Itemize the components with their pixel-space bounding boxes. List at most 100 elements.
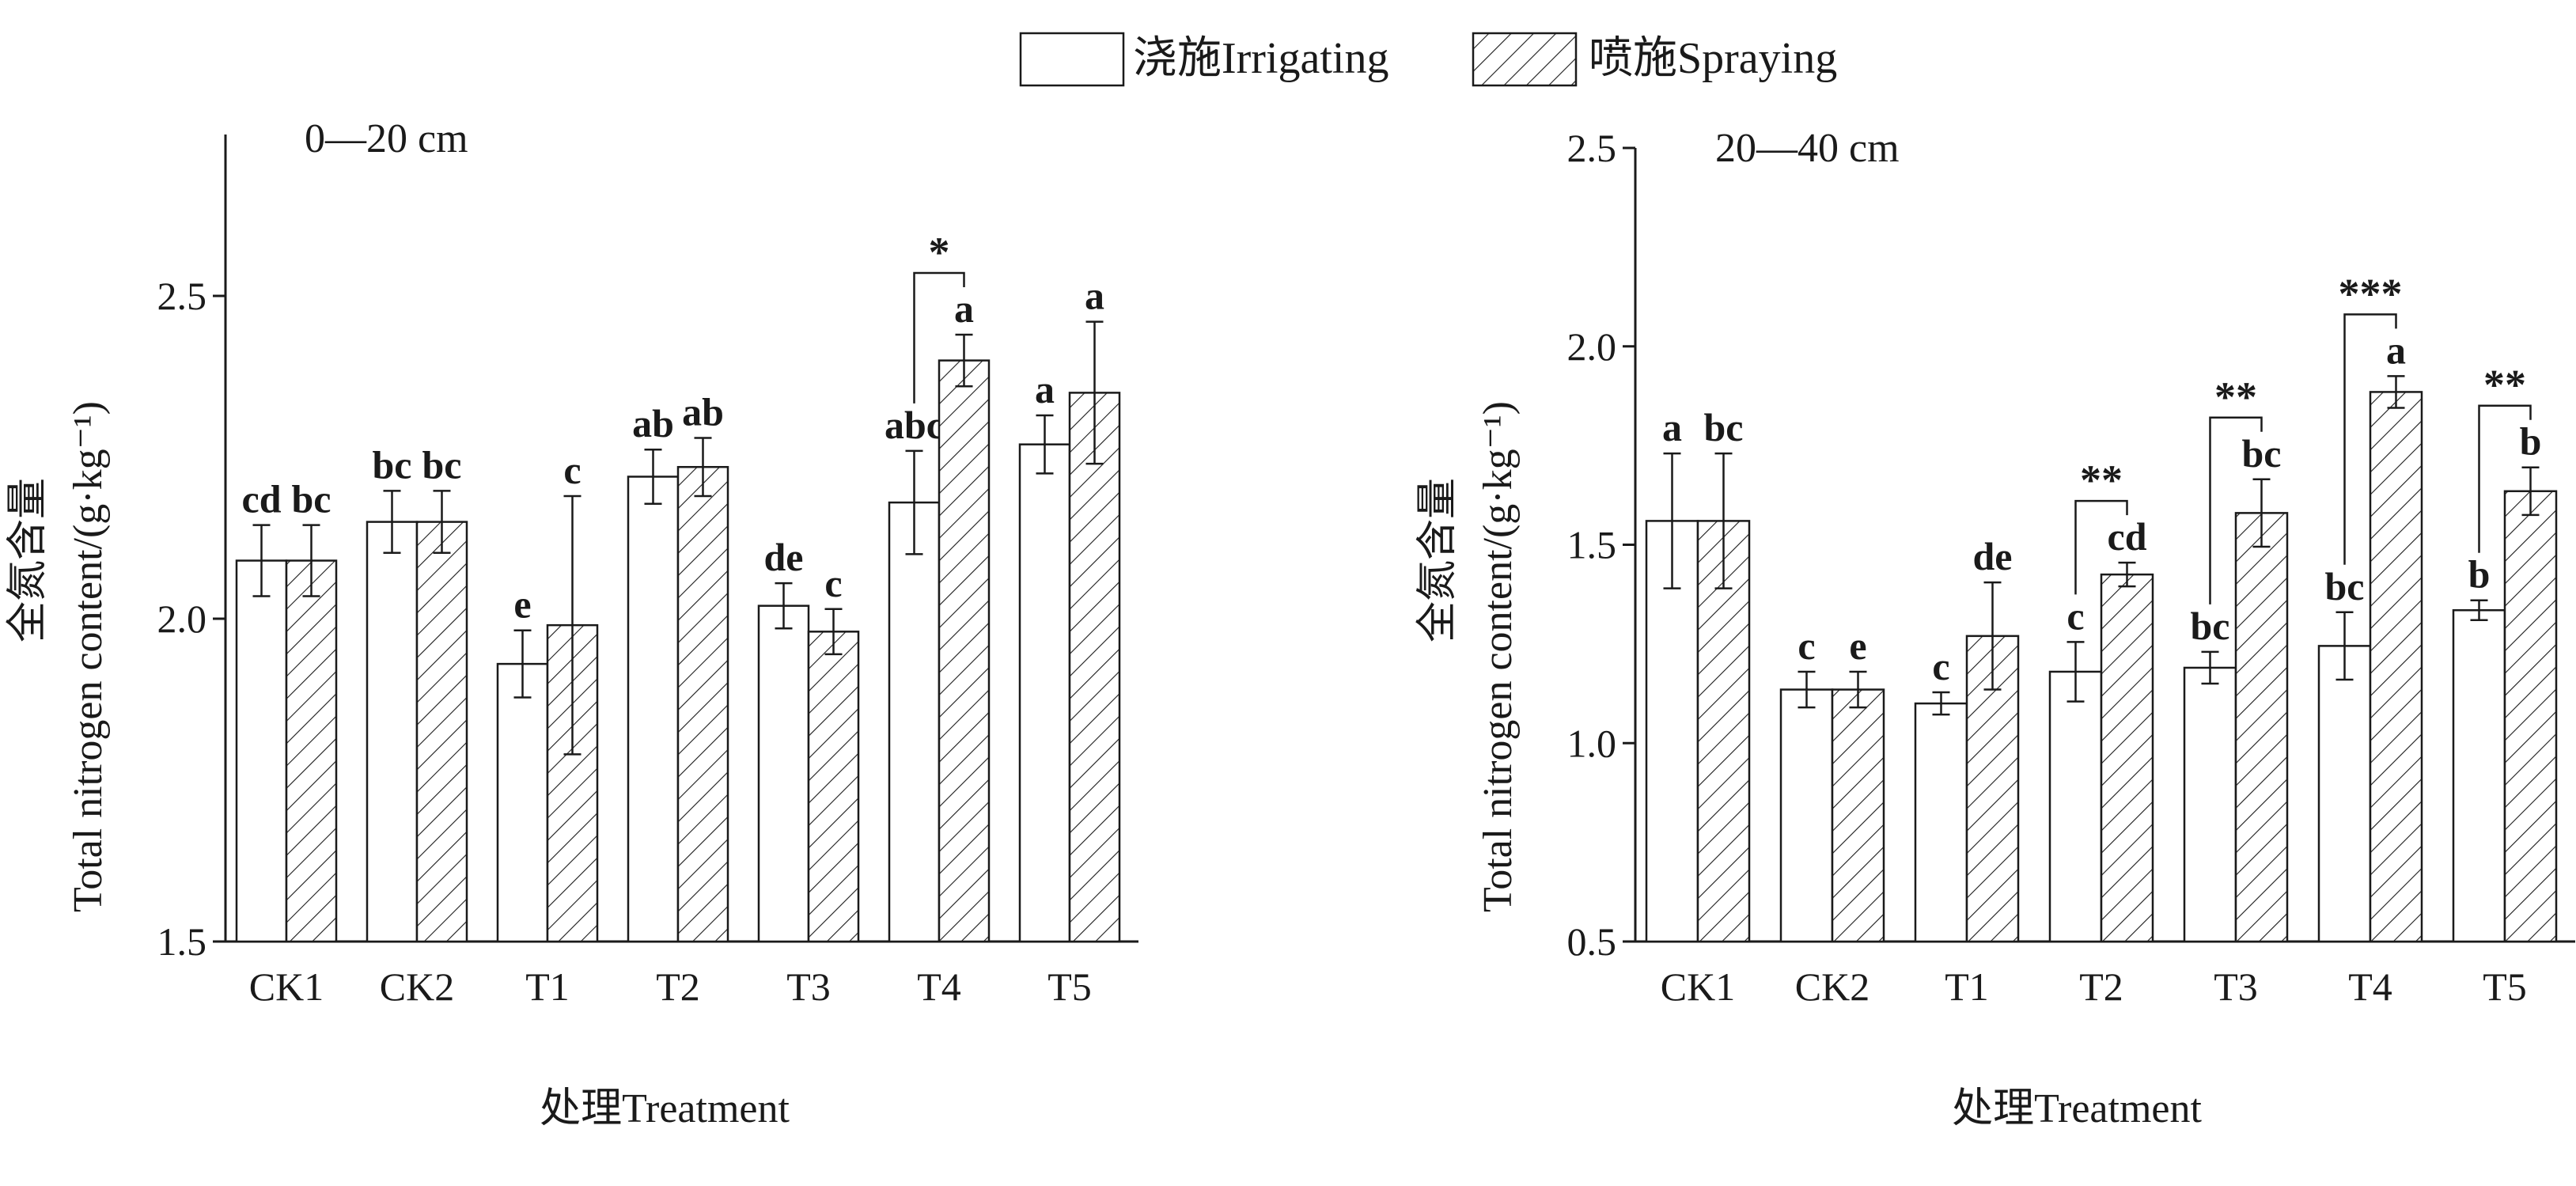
significance-stars: * (929, 229, 950, 276)
significance-stars: ** (2080, 457, 2123, 504)
significance-letter: abc (885, 403, 944, 447)
significance-letter: de (1973, 534, 2013, 578)
x-tick-label: T1 (525, 964, 570, 1009)
panel-label: 20—40 cm (1715, 126, 1900, 171)
significance-letter: ab (682, 390, 724, 434)
significance-letter: a (1085, 274, 1104, 318)
x-tick-label: T4 (2348, 964, 2392, 1009)
bar-irrigating (888, 501, 941, 943)
bar-spraying (938, 359, 991, 943)
significance-letter: cd (242, 477, 282, 521)
bar-spraying (2503, 490, 2558, 943)
panel-label: 0—20 cm (305, 116, 468, 161)
legend-swatch-irrigating (1019, 32, 1125, 87)
significance-stars: ** (2483, 362, 2526, 409)
bar-irrigating (757, 604, 810, 943)
bar-irrigating (627, 476, 680, 943)
significance-letter: c (824, 561, 842, 605)
x-tick-label: T5 (1047, 964, 1092, 1009)
significance-letter: bc (422, 442, 462, 487)
x-tick-label: CK2 (380, 964, 454, 1009)
y-axis-title: Total nitrogen content/(g·kg⁻¹) (1476, 401, 1521, 912)
y-tick-label: 1.5 (1567, 523, 1617, 567)
significance-letter: c (1932, 644, 1949, 688)
x-tick-label: T1 (1945, 964, 1989, 1009)
x-tick-label: T2 (656, 964, 700, 1009)
bar-irrigating (366, 521, 419, 943)
bar-irrigating (235, 559, 288, 943)
significance-letter: c (2066, 593, 2084, 638)
y-tick-label: 2.0 (157, 597, 207, 641)
significance-bracket (2343, 313, 2397, 565)
x-tick-label: T3 (2214, 964, 2258, 1009)
legend-label-irrigating: 浇施Irrigating (1133, 34, 1388, 83)
y-axis-title-cn: 全氮含量 (1415, 478, 1460, 642)
bar-irrigating (1779, 688, 1834, 943)
y-tick-label: 2.5 (1567, 126, 1617, 170)
bar-spraying (2369, 391, 2423, 943)
y-axis-title: Total nitrogen content/(g·kg⁻¹) (66, 401, 111, 912)
significance-letter: de (764, 535, 804, 579)
bar-spraying (415, 521, 468, 943)
bar-irrigating (1018, 443, 1071, 943)
significance-letter: a (954, 286, 974, 331)
x-tick-label: T2 (2079, 964, 2123, 1009)
y-tick-label: 2.5 (157, 274, 207, 318)
bar-irrigating (1914, 702, 1968, 943)
chart-panel-20-40cm: 20—40 cm 处理Treatment Total nitrogen cont… (1415, 126, 2575, 1131)
bar-irrigating (2452, 608, 2506, 943)
significance-bracket (2478, 404, 2532, 553)
significance-letter: bc (2325, 564, 2365, 608)
significance-letter: c (1798, 623, 1815, 668)
significance-letter: e (513, 582, 531, 627)
significance-letter: bc (2191, 604, 2230, 648)
significance-bracket (2074, 499, 2128, 595)
significance-letter: b (2520, 419, 2542, 464)
y-tick-label: 0.5 (1567, 919, 1617, 964)
significance-letter: bc (1704, 405, 1744, 449)
x-tick-label: T3 (786, 964, 831, 1009)
legend-label-spraying: 喷施Spraying (1589, 34, 1837, 83)
significance-letter: ab (632, 401, 674, 445)
significance-letter: a (1035, 367, 1055, 411)
bar-spraying (2234, 512, 2289, 943)
significance-stars: ** (2214, 373, 2257, 421)
significance-bracket (2209, 416, 2263, 604)
bar-spraying (807, 631, 860, 943)
significance-letter: a (2386, 328, 2406, 372)
x-tick-label: T4 (917, 964, 961, 1009)
x-tick-label: CK1 (249, 964, 324, 1009)
bar-irrigating (2317, 645, 2372, 943)
significance-stars: *** (2339, 270, 2403, 317)
significance-letter: a (1662, 405, 1682, 449)
significance-letter: bc (2242, 431, 2282, 476)
legend-swatch-spraying (1472, 32, 1578, 87)
bar-spraying (285, 559, 338, 943)
y-tick-label: 1.0 (1567, 721, 1617, 765)
x-tick-label: T5 (2483, 964, 2527, 1009)
bar-spraying (1696, 520, 1751, 943)
x-tick-label: CK2 (1795, 964, 1869, 1009)
y-tick-label: 2.0 (1567, 324, 1617, 369)
y-tick-label: 1.5 (157, 919, 207, 964)
bar-irrigating (2183, 666, 2237, 943)
significance-letter: bc (292, 477, 331, 521)
bar-irrigating (2048, 670, 2103, 943)
significance-letter: bc (373, 442, 412, 487)
significance-letter: c (563, 448, 581, 492)
bar-spraying (676, 465, 729, 943)
x-tick-label: CK1 (1661, 964, 1735, 1009)
y-axis-title-cn: 全氮含量 (6, 478, 51, 642)
bar-irrigating (496, 662, 549, 943)
bar-spraying (2100, 573, 2154, 943)
bar-spraying (1831, 688, 1885, 943)
x-axis-title: 处理Treatment (540, 1086, 790, 1131)
significance-letter: cd (2108, 514, 2147, 559)
bar-spraying (1068, 392, 1121, 943)
significance-letter: b (2468, 552, 2491, 597)
legend: 浇施Irrigating 喷施Spraying (1019, 32, 1837, 87)
x-axis-title: 处理Treatment (1952, 1086, 2202, 1131)
chart-panel-0-20cm: 0—20 cm 处理Treatment Total nitrogen conte… (6, 116, 1138, 1131)
significance-bracket (913, 271, 965, 404)
